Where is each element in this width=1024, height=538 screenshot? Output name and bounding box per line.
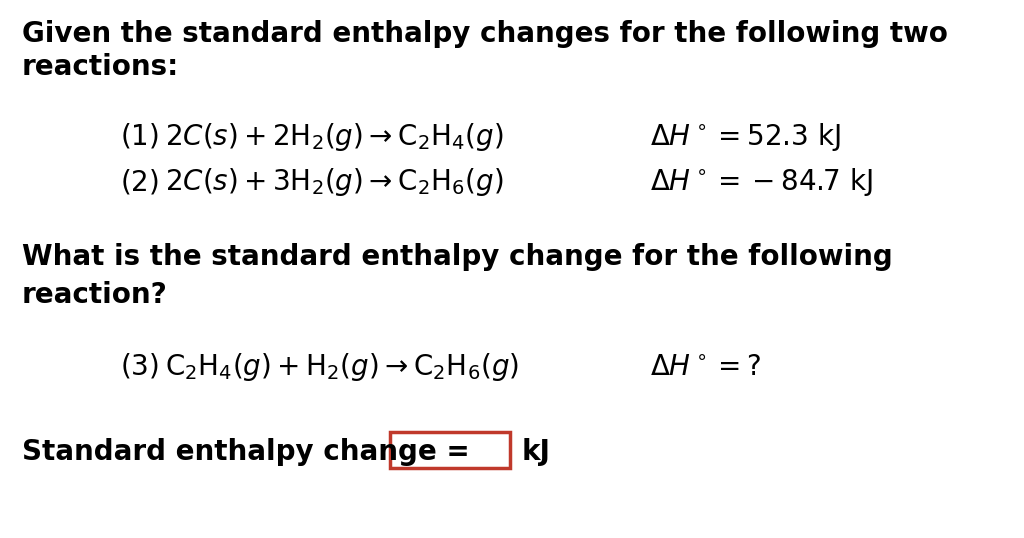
Text: $\Delta H^\circ = -84.7\ \mathrm{kJ}$: $\Delta H^\circ = -84.7\ \mathrm{kJ}$ (650, 166, 872, 198)
Text: $(2)$: $(2)$ (120, 167, 159, 196)
Text: $2C(s) + 3\mathrm{H}_2(g) \rightarrow \mathrm{C}_2\mathrm{H}_6(g)$: $2C(s) + 3\mathrm{H}_2(g) \rightarrow \m… (165, 166, 504, 198)
Text: $\Delta H^\circ = 52.3\ \mathrm{kJ}$: $\Delta H^\circ = 52.3\ \mathrm{kJ}$ (650, 121, 841, 153)
Text: Given the standard enthalpy changes for the following two: Given the standard enthalpy changes for … (22, 20, 948, 48)
Text: $2C(s) + 2\mathrm{H}_2(g) \rightarrow \mathrm{C}_2\mathrm{H}_4(g)$: $2C(s) + 2\mathrm{H}_2(g) \rightarrow \m… (165, 121, 504, 153)
Text: Standard enthalpy change =: Standard enthalpy change = (22, 438, 479, 466)
Text: reaction?: reaction? (22, 281, 168, 309)
Text: kJ: kJ (522, 438, 551, 466)
Text: $\Delta H^\circ =?$: $\Delta H^\circ =?$ (650, 353, 761, 381)
FancyBboxPatch shape (390, 432, 510, 468)
Text: What is the standard enthalpy change for the following: What is the standard enthalpy change for… (22, 243, 893, 271)
Text: $(1)$: $(1)$ (120, 122, 159, 151)
Text: reactions:: reactions: (22, 53, 179, 81)
Text: $(3)$: $(3)$ (120, 352, 159, 381)
Text: $\mathrm{C}_2\mathrm{H}_4(g) + \mathrm{H}_2(g) \rightarrow \mathrm{C}_2\mathrm{H: $\mathrm{C}_2\mathrm{H}_4(g) + \mathrm{H… (165, 351, 519, 383)
